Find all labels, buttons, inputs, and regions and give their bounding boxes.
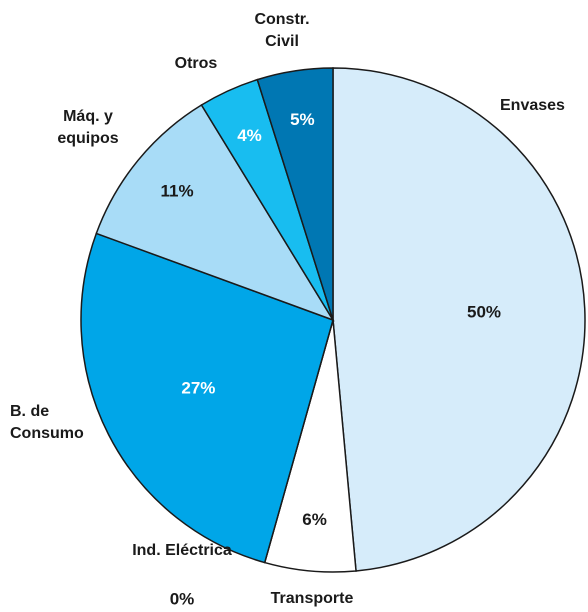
slice-name: Máq. y equipos bbox=[57, 108, 119, 147]
pie-slice bbox=[80, 232, 334, 564]
value-label: 5% bbox=[290, 110, 315, 129]
slice-name: Envases bbox=[500, 97, 565, 114]
pie-slice bbox=[256, 67, 334, 321]
value-label: 0% bbox=[170, 589, 195, 608]
value-label: 4% bbox=[237, 126, 262, 145]
pie-slice bbox=[95, 104, 335, 322]
value-label: 50% bbox=[467, 303, 501, 322]
slice-name: Ind. Eléctrica bbox=[132, 542, 232, 559]
value-label: 11% bbox=[160, 182, 193, 201]
slice-name: Constr. Civil bbox=[254, 11, 310, 50]
slice-name: B. de Consumo bbox=[10, 403, 84, 442]
slice-name: Transporte bbox=[270, 590, 354, 607]
value-label: 27% bbox=[181, 378, 215, 397]
slice-name: Otros bbox=[174, 55, 218, 72]
pie-slice bbox=[332, 67, 586, 572]
value-label: 6% bbox=[302, 510, 327, 529]
